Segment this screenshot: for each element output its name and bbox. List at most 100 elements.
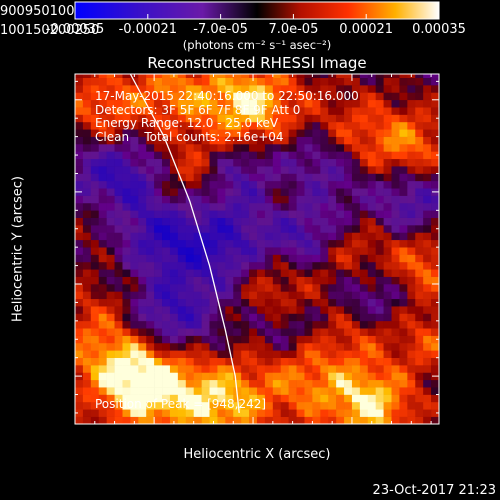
heatmap-cell [359,387,369,395]
heatmap-cell [431,313,440,322]
heatmap-cell [407,166,416,174]
heatmap-cell [233,92,242,101]
heatmap-cell [351,284,361,292]
heatmap-cell [367,210,376,218]
heatmap-cell [312,261,321,270]
heatmap-cell [130,136,139,145]
heatmap-cell [249,77,258,86]
heatmap-cell [272,225,282,233]
heatmap-cell [201,151,210,160]
heatmap-cell [114,136,123,145]
heatmap-cell [154,166,163,174]
heatmap-cell [344,158,353,167]
heatmap-cell [415,195,424,204]
heatmap-cell [304,99,313,108]
heatmap-cell [90,202,100,211]
heatmap-cell [233,166,242,174]
heatmap-cell [98,350,107,358]
heatmap-cell [264,394,274,403]
heatmap-cell [185,365,194,373]
heatmap-cell [312,239,321,248]
heatmap-cell [162,217,171,226]
heatmap-cell [241,306,250,314]
heatmap-cell [90,291,100,300]
heatmap-cell [431,114,440,123]
heatmap-cell [407,254,416,263]
heatmap-cell [106,144,115,152]
heatmap-cell [391,158,400,167]
heatmap-cell [336,401,345,410]
heatmap-cell [407,320,416,329]
heatmap-cell [304,210,313,218]
heatmap-cell [257,320,266,329]
heatmap-cell [225,158,234,167]
heatmap-cell [328,173,337,182]
heatmap-cell [391,357,400,366]
heatmap-cell [431,232,440,241]
heatmap-cell [217,328,226,336]
heatmap-cell [431,335,440,344]
heatmap-cell [280,195,289,204]
heatmap-cell [106,254,115,263]
heatmap-cell [257,387,266,395]
heatmap-cell [106,129,115,137]
heatmap-cell [146,291,155,300]
heatmap-cell [280,291,289,300]
heatmap-cell [177,121,187,130]
heatmap-cell [288,247,297,255]
heatmap-cell [114,254,123,263]
heatmap-cell [351,372,361,381]
heatmap-cell [367,77,376,86]
heatmap-cell [375,195,384,204]
heatmap-cell [146,74,155,78]
heatmap-cell [193,357,202,366]
heatmap-cell [185,151,194,160]
heatmap-cell [431,77,440,86]
heatmap-cell [344,372,353,381]
heatmap-cell [162,298,171,307]
heatmap-cell [375,158,384,167]
heatmap-cell [90,188,100,196]
heatmap-cell [375,217,384,226]
heatmap-cell [344,298,353,307]
heatmap-cell [264,350,274,358]
heatmap-cell [241,180,250,189]
heatmap-cell [138,107,147,115]
heatmap-cell [82,342,92,351]
heatmap-cell [320,136,329,145]
heatmap-cell [201,180,210,189]
heatmap-cell [399,107,408,115]
heatmap-cell [272,158,282,167]
heatmap-cell [114,92,123,101]
heatmap-cell [431,394,440,403]
heatmap-cell [312,129,321,137]
heatmap-cell [312,99,321,108]
heatmap-cell [423,284,432,292]
heatmap-cell [177,136,187,145]
heatmap-cell [280,107,289,115]
heatmap-cell [351,210,361,218]
heatmap-cell [122,85,131,93]
heatmap-cell [90,313,100,322]
heatmap-cell [75,129,84,137]
heatmap-cell [320,372,329,381]
heatmap-cell [185,328,194,336]
heatmap-cell [304,180,313,189]
heatmap-cell [407,357,416,366]
heatmap-cell [75,269,84,277]
heatmap-cell [431,387,440,395]
heatmap-cell [399,247,408,255]
heatmap-cell [98,225,107,233]
heatmap-cell [415,107,424,115]
heatmap-cell [98,269,107,277]
heatmap-cell [249,284,258,292]
heatmap-cell [162,180,171,189]
heatmap-cell [209,284,218,292]
heatmap-cell [296,99,305,108]
heatmap-cell [367,136,376,145]
heatmap-cell [328,144,337,152]
heatmap-cell [351,202,361,211]
heatmap-cell [106,217,115,226]
heatmap-cell [106,401,115,410]
heatmap-cell [264,313,274,322]
